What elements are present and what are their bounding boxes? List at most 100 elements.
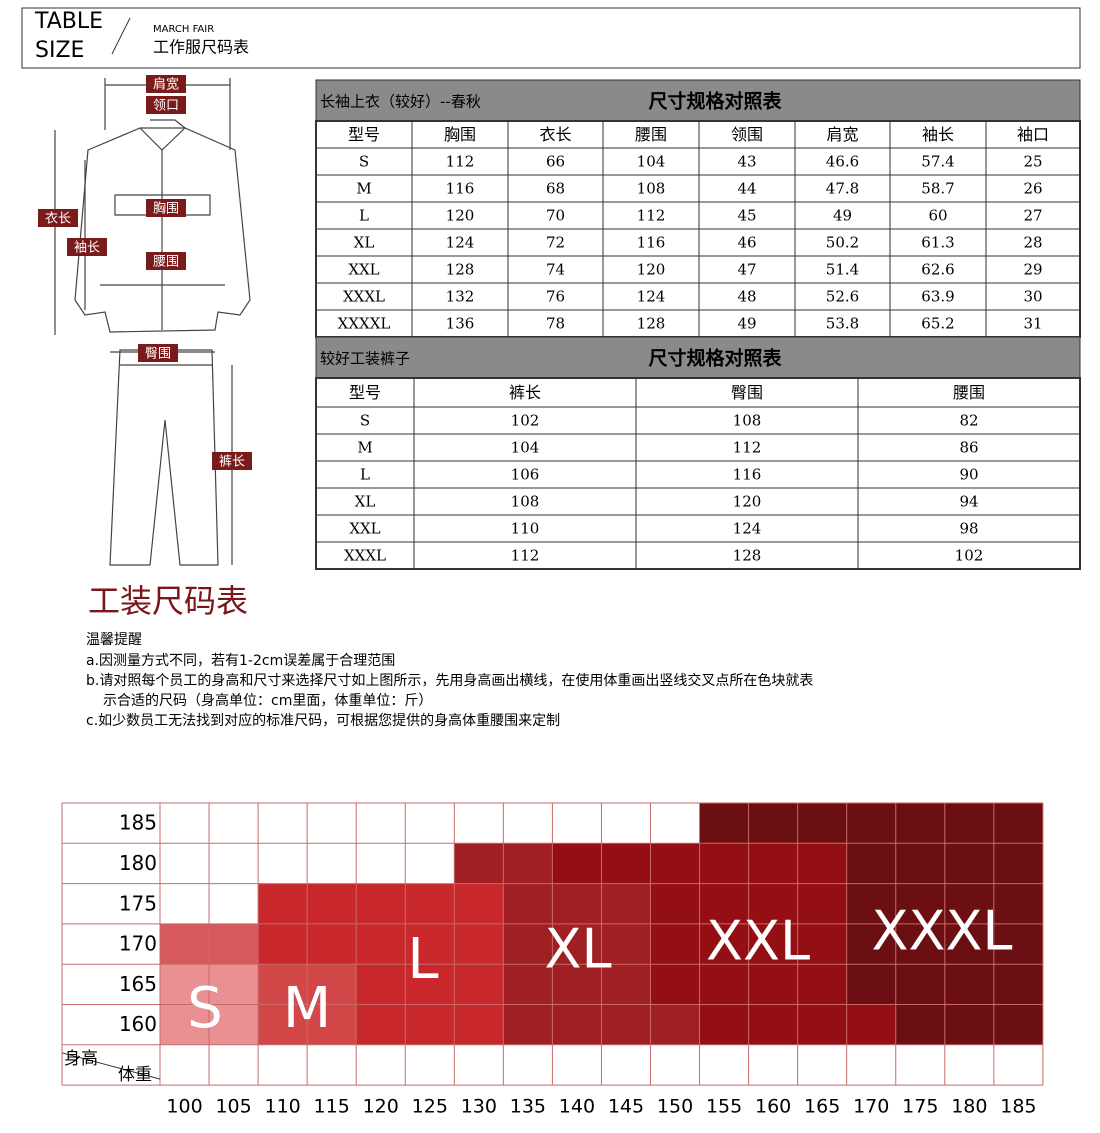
- weight-label: 115: [314, 1096, 350, 1118]
- table-cell: L: [360, 466, 370, 484]
- figure-label: 臀围: [145, 347, 171, 362]
- size-zone: [895, 1004, 1043, 1045]
- header-subtitle: 工作服尺码表: [153, 38, 249, 57]
- table-cell: 47.8: [826, 180, 859, 198]
- figure-label: 袖长: [74, 241, 100, 256]
- table-title: 尺寸规格对照表: [648, 90, 782, 113]
- corner-label: 体重: [118, 1065, 152, 1085]
- figure-label: 肩宽: [153, 77, 179, 93]
- table-cell: 49: [737, 315, 756, 333]
- label-box: [67, 238, 107, 256]
- weight-label: 105: [215, 1096, 251, 1118]
- table-cell: 63.9: [921, 288, 954, 306]
- note-line: a.因测量方式不同，若有1-2cm误差属于合理范围: [86, 652, 395, 669]
- table-cell: 46: [737, 234, 756, 252]
- weight-label: 130: [461, 1096, 497, 1118]
- table-cell: 44: [737, 180, 756, 198]
- table-cell: 25: [1023, 153, 1042, 171]
- label-box: [146, 252, 186, 270]
- table-cell: XXXL: [344, 547, 386, 565]
- table-header: 裤长: [509, 383, 541, 402]
- weight-label: 160: [755, 1096, 791, 1118]
- table-cell: 43: [737, 153, 756, 171]
- table-cell: 124: [637, 288, 666, 306]
- table-title-bar: [315, 79, 1081, 122]
- table-cell: 132: [446, 288, 475, 306]
- table-cell: 94: [959, 493, 978, 511]
- figure-label: 裤长: [219, 455, 245, 470]
- table-title-bar: [315, 336, 1081, 379]
- corner-label: 身高: [64, 1049, 98, 1069]
- table-cell: S: [360, 412, 370, 430]
- table-cell: 74: [546, 261, 565, 279]
- table-header: 型号: [348, 125, 380, 144]
- table-cell: 102: [955, 547, 984, 565]
- table-cell: 70: [546, 207, 565, 225]
- table-cell: 47: [737, 261, 756, 279]
- header-title: SIZE: [35, 38, 84, 63]
- table-cell: 98: [959, 520, 978, 538]
- table-cell: 61.3: [921, 234, 954, 252]
- table-cell: 82: [959, 412, 978, 430]
- size-zone: [356, 964, 504, 1005]
- table-title: 尺寸规格对照表: [648, 347, 782, 370]
- table-cell: 48: [737, 288, 756, 306]
- figure-label: 领口: [153, 99, 179, 114]
- size-zone: [503, 964, 651, 1005]
- table-cell: 86: [959, 439, 978, 457]
- note-line: b.请对照每个员工的身高和尺寸来选择尺寸如上图所示，先用身高画出横线，在使用体重…: [86, 672, 813, 689]
- table-cell: XXXL: [343, 288, 385, 306]
- size-zone: [258, 883, 504, 924]
- size-label: XXXL: [871, 900, 1012, 963]
- table-title: 较好工装裤子: [320, 350, 410, 368]
- table-header: 腰围: [635, 125, 667, 144]
- weight-label: 170: [853, 1096, 889, 1118]
- label-box: [212, 452, 252, 470]
- table-header: 腰围: [953, 383, 985, 402]
- table-cell: 128: [637, 315, 666, 333]
- header-box: [21, 7, 1081, 69]
- header-subtitle: MARCH FAIR: [153, 24, 214, 35]
- figure-label: 腰围: [153, 255, 179, 270]
- table-cell: M: [356, 180, 371, 198]
- table-cell: 76: [546, 288, 565, 306]
- table-cell: 78: [546, 315, 565, 333]
- table-header: 胸围: [444, 125, 476, 144]
- size-label: XL: [544, 918, 611, 981]
- table-cell: 51.4: [826, 261, 859, 279]
- weight-label: 180: [951, 1096, 987, 1118]
- height-label: 180: [119, 851, 157, 875]
- weight-label: 185: [1000, 1096, 1036, 1118]
- weight-label: 150: [657, 1096, 693, 1118]
- table-cell: 45: [737, 207, 756, 225]
- table-cell: 112: [446, 153, 475, 171]
- garment-drawing: [54, 78, 251, 566]
- table-cell: 116: [637, 234, 666, 252]
- table-cell: 124: [446, 234, 475, 252]
- table-cell: XL: [354, 234, 375, 252]
- weight-label: 165: [804, 1096, 840, 1118]
- figure-label: 衣长: [45, 211, 71, 227]
- table-cell: 116: [733, 466, 762, 484]
- label-box: [146, 96, 186, 114]
- table-cell: 53.8: [826, 315, 859, 333]
- notes-heading: 温馨提醒: [86, 632, 142, 648]
- table-cell: 49: [833, 207, 852, 225]
- table-cell: 120: [446, 207, 475, 225]
- table-cell: 68: [546, 180, 565, 198]
- table-cell: 65.2: [921, 315, 954, 333]
- table-cell: 108: [637, 180, 666, 198]
- table-cell: 112: [637, 207, 666, 225]
- weight-label: 155: [706, 1096, 742, 1118]
- note-line: c.如少数员工无法找到对应的标准尺码，可根据您提供的身高体重腰围来定制: [86, 712, 560, 729]
- section-title: 工装尺码表: [88, 582, 248, 620]
- table-cell: 90: [959, 466, 978, 484]
- label-box: [38, 209, 78, 227]
- table-header: 袖口: [1017, 125, 1049, 144]
- table-cell: 128: [733, 547, 762, 565]
- weight-label: 120: [363, 1096, 399, 1118]
- size-label: S: [187, 976, 223, 1041]
- table-header: 型号: [349, 383, 381, 402]
- table-cell: 46.6: [826, 153, 859, 171]
